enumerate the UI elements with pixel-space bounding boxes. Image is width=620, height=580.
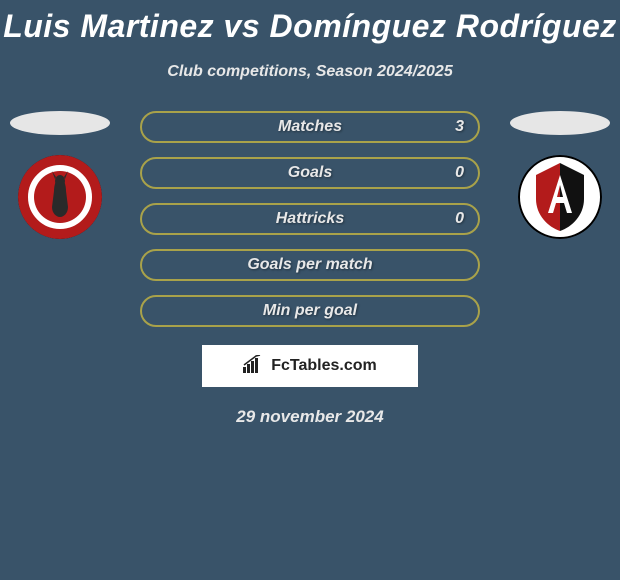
stat-row-hattricks: Hattricks 0 [140,203,480,235]
player-left-crest [18,155,102,239]
brand-text: FcTables.com [271,357,377,375]
stat-label: Matches [196,118,424,136]
atlas-crest-icon [518,155,602,239]
comparison-content: Matches 3 Goals 0 Hattricks 0 Goals per … [0,111,620,427]
stat-right-value: 0 [424,210,464,228]
stat-label: Hattricks [196,210,424,228]
date-label: 29 november 2024 [0,407,620,427]
player-right-avatar [510,111,610,135]
stat-label: Min per goal [196,302,424,320]
brand-box[interactable]: FcTables.com [202,345,418,387]
stats-table: Matches 3 Goals 0 Hattricks 0 Goals per … [140,111,480,327]
bar-chart-icon [243,355,265,378]
stat-row-min-per-goal: Min per goal [140,295,480,327]
stat-row-goals-per-match: Goals per match [140,249,480,281]
player-right-column [500,111,620,239]
stat-row-matches: Matches 3 [140,111,480,143]
player-left-column [0,111,120,239]
stat-label: Goals [196,164,424,182]
tijuana-crest-icon [18,155,102,239]
stat-right-value: 3 [424,118,464,136]
player-left-avatar [10,111,110,135]
stat-label: Goals per match [196,256,424,274]
player-right-crest [518,155,602,239]
stat-row-goals: Goals 0 [140,157,480,189]
stat-right-value: 0 [424,164,464,182]
page-title: Luis Martinez vs Domínguez Rodríguez [0,0,620,45]
subtitle: Club competitions, Season 2024/2025 [0,63,620,81]
